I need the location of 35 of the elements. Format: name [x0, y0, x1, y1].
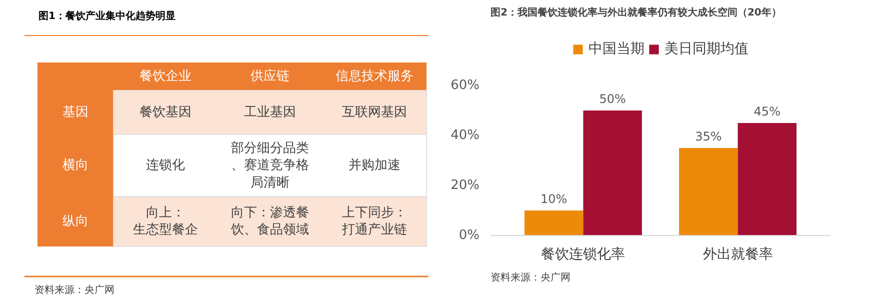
y-tick-label: 0%: [458, 228, 480, 243]
chart-title: 图2：我国餐饮连锁化率与外出就餐率仍有较大成长空间（20年）: [490, 6, 782, 18]
data-label: 35%: [695, 130, 722, 144]
data-label: 10%: [540, 192, 568, 206]
text: 资料来源：央广网: [490, 272, 570, 284]
y-tick-label: 60%: [450, 78, 480, 93]
text: 互联网基因: [342, 105, 407, 120]
text: 连锁化: [146, 158, 186, 173]
legend-label: 中国当期: [588, 40, 644, 58]
bar: [679, 148, 738, 236]
bar: [583, 110, 642, 236]
text: 部分细分品类、赛道竞争格局清晰: [231, 140, 309, 190]
category-label: 基因: [62, 105, 88, 120]
bar: [524, 210, 584, 236]
x-tick-label: 外出就餐率: [702, 246, 773, 262]
bar: [738, 123, 796, 236]
text: 资料来源：央广网: [34, 284, 114, 296]
category-label: 纵向: [62, 214, 88, 229]
text: 上下同步：打通产业链: [342, 205, 407, 238]
text: 工业基因: [244, 105, 296, 120]
category-label: 横向: [62, 158, 88, 173]
legend-label: 美日同期均值: [664, 40, 748, 58]
y-tick-label: 20%: [450, 178, 480, 193]
y-tick-label: 40%: [450, 128, 480, 143]
text: 向上：生态型餐企: [133, 205, 198, 238]
text: 餐饮基因: [140, 105, 192, 120]
category-label: 供应链: [250, 68, 290, 84]
text: 并购加速: [348, 158, 400, 173]
data-label: 45%: [754, 104, 780, 118]
x-tick-label: 餐饮连锁化率: [541, 246, 626, 262]
category-label: 信息技术服务: [335, 69, 414, 84]
category-label: 餐饮企业: [140, 69, 192, 84]
text: 图1：餐饮产业集中化趋势明显: [38, 10, 176, 22]
data-label: 50%: [599, 92, 626, 106]
text: 向下：渗透餐饮、食品领域: [231, 205, 309, 238]
